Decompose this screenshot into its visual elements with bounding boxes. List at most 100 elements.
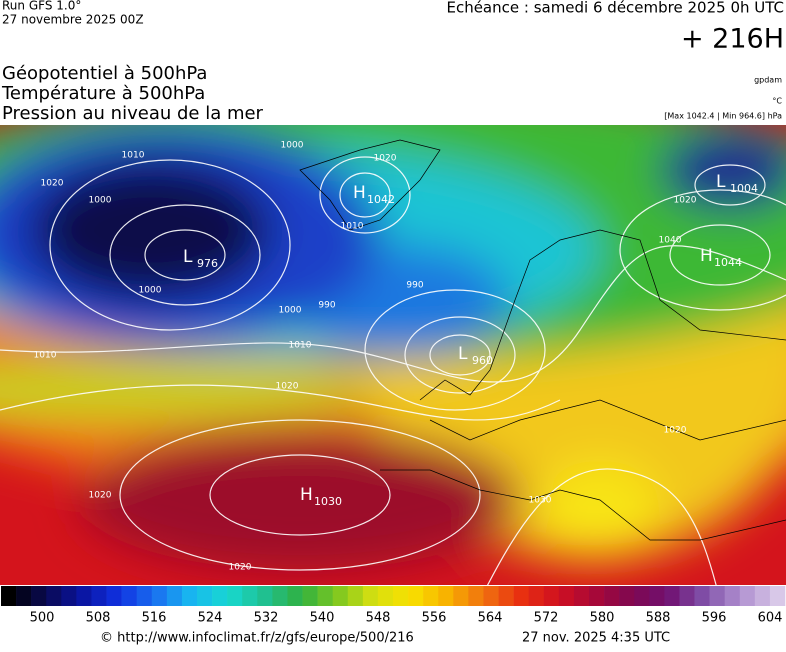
colorbar-swatch [423,586,439,606]
colorbar-swatch [106,586,122,606]
colorbar-swatch [483,586,499,606]
colorbar-label: 532 [254,611,279,626]
colorbar-swatch [634,586,650,606]
colorbar-swatch [166,586,183,606]
colorbar-label: 596 [702,611,727,626]
colorbar-swatch [664,586,680,606]
colorbar-swatch [769,586,786,606]
center-letter: L [458,344,468,364]
colorbar-swatch [694,586,710,606]
colorbar-label: 572 [534,611,559,626]
colorbar-swatch [257,586,273,606]
lead-time: + 216H [681,24,784,55]
colorbar-swatch [332,586,349,606]
colorbar-swatch [408,586,424,606]
valid-time: Echéance : samedi 6 décembre 2025 0h UTC [446,0,784,17]
center-value: 1004 [730,182,758,195]
unit: °C [772,97,782,106]
colorbar-swatch [1,586,17,606]
center-letter: H [700,246,713,266]
colorbar-swatch [91,586,107,606]
isobar-label: 1020 [674,196,697,206]
center-letter: L [183,247,193,267]
isobar-label: 1010 [122,151,145,161]
colorbar-swatch [46,586,62,606]
colorbar-label: 556 [422,611,447,626]
colorbar-swatch [76,586,92,606]
colorbar-swatch [679,586,695,606]
colorbar-swatch [589,586,605,606]
isobar-label: 1000 [89,196,112,206]
run-date: 27 novembre 2025 00Z [2,13,144,27]
colorbar-swatch [528,586,545,606]
isobar-label: 1020 [276,382,299,392]
field: Pression au niveau de la mer [2,103,264,124]
colorbar-label: 604 [758,611,783,626]
isobar-label: 1040 [659,236,682,246]
colorbar-swatch [16,586,32,606]
unit: gpdam [754,76,782,85]
center-value: 1030 [314,495,342,508]
isobar-label: 1020 [41,179,64,189]
unit: [Max 1042.4 | Min 964.6] hPa [664,112,782,121]
isobar-label: 1000 [139,286,162,296]
colorbar-label: 548 [366,611,391,626]
center-letter: L [716,172,726,192]
map [0,125,786,585]
colorbar-label: 500 [30,611,55,626]
center-letter: H [300,485,313,505]
colorbar-swatch [739,586,756,606]
colorbar-swatch [513,586,529,606]
colorbar-label: 524 [198,611,223,626]
colorbar-swatch [362,586,379,606]
isobar-label: 1010 [34,351,57,361]
colorbar-swatch [136,586,153,606]
field: Température à 500hPa [1,83,205,104]
run: Run GFS 1.0° [2,0,81,13]
center-letter: H [353,183,366,203]
colorbar-swatch [347,586,364,606]
colorbar-label: 564 [478,611,503,626]
issued: 27 nov. 2025 4:35 UTC [522,631,670,646]
colorbar-swatch [287,586,303,606]
colorbar-swatch [197,586,213,606]
isobar-label: 1020 [229,563,252,573]
colorbar-label: 516 [142,611,167,626]
colorbar-swatch [121,586,137,606]
colorbar-swatch [498,586,514,606]
colorbar-swatch [453,586,469,606]
colorbar-label: 588 [646,611,671,626]
colorbar-swatch [438,586,454,606]
isobar-labels: 1010 1020 1000 1000 1020 1010 1000 990 990 1000 10… [34,141,697,573]
colorbar-swatch [468,586,484,606]
colorbar-swatch [754,586,771,606]
colorbar: 500 508 516 524 532 540 548 556 564 572 580 588 596 6… [1,586,786,626]
colorbar-swatch [709,586,725,606]
colorbar-swatch [151,586,168,606]
colorbar-swatch [724,586,741,606]
isobar-label: 1030 [529,496,552,506]
colorbar-swatch [558,586,575,606]
colorbar-swatch [31,586,47,606]
center-value: 1044 [714,256,742,269]
isobar-label: 990 [406,281,423,291]
colorbar-swatch [649,586,665,606]
center-value: 960 [472,354,493,367]
isobar-label: 1010 [341,222,364,232]
colorbar-swatch [543,586,560,606]
colorbar-label: 580 [590,611,615,626]
isobar-label: 1010 [289,341,312,351]
colorbar-swatch [573,586,590,606]
isobar-label: 1000 [281,141,304,151]
colorbar-label: 540 [310,611,335,626]
isobar-label: 990 [318,301,335,311]
colorbar-swatch [181,586,198,606]
colorbar-swatch [212,586,228,606]
colorbar-swatch [272,586,288,606]
colorbar-swatch [604,586,620,606]
colorbar-swatch [619,586,635,606]
colorbar-swatch [242,586,258,606]
source: © http://www.infoclimat.fr/z/gfs/europe/… [100,631,414,646]
